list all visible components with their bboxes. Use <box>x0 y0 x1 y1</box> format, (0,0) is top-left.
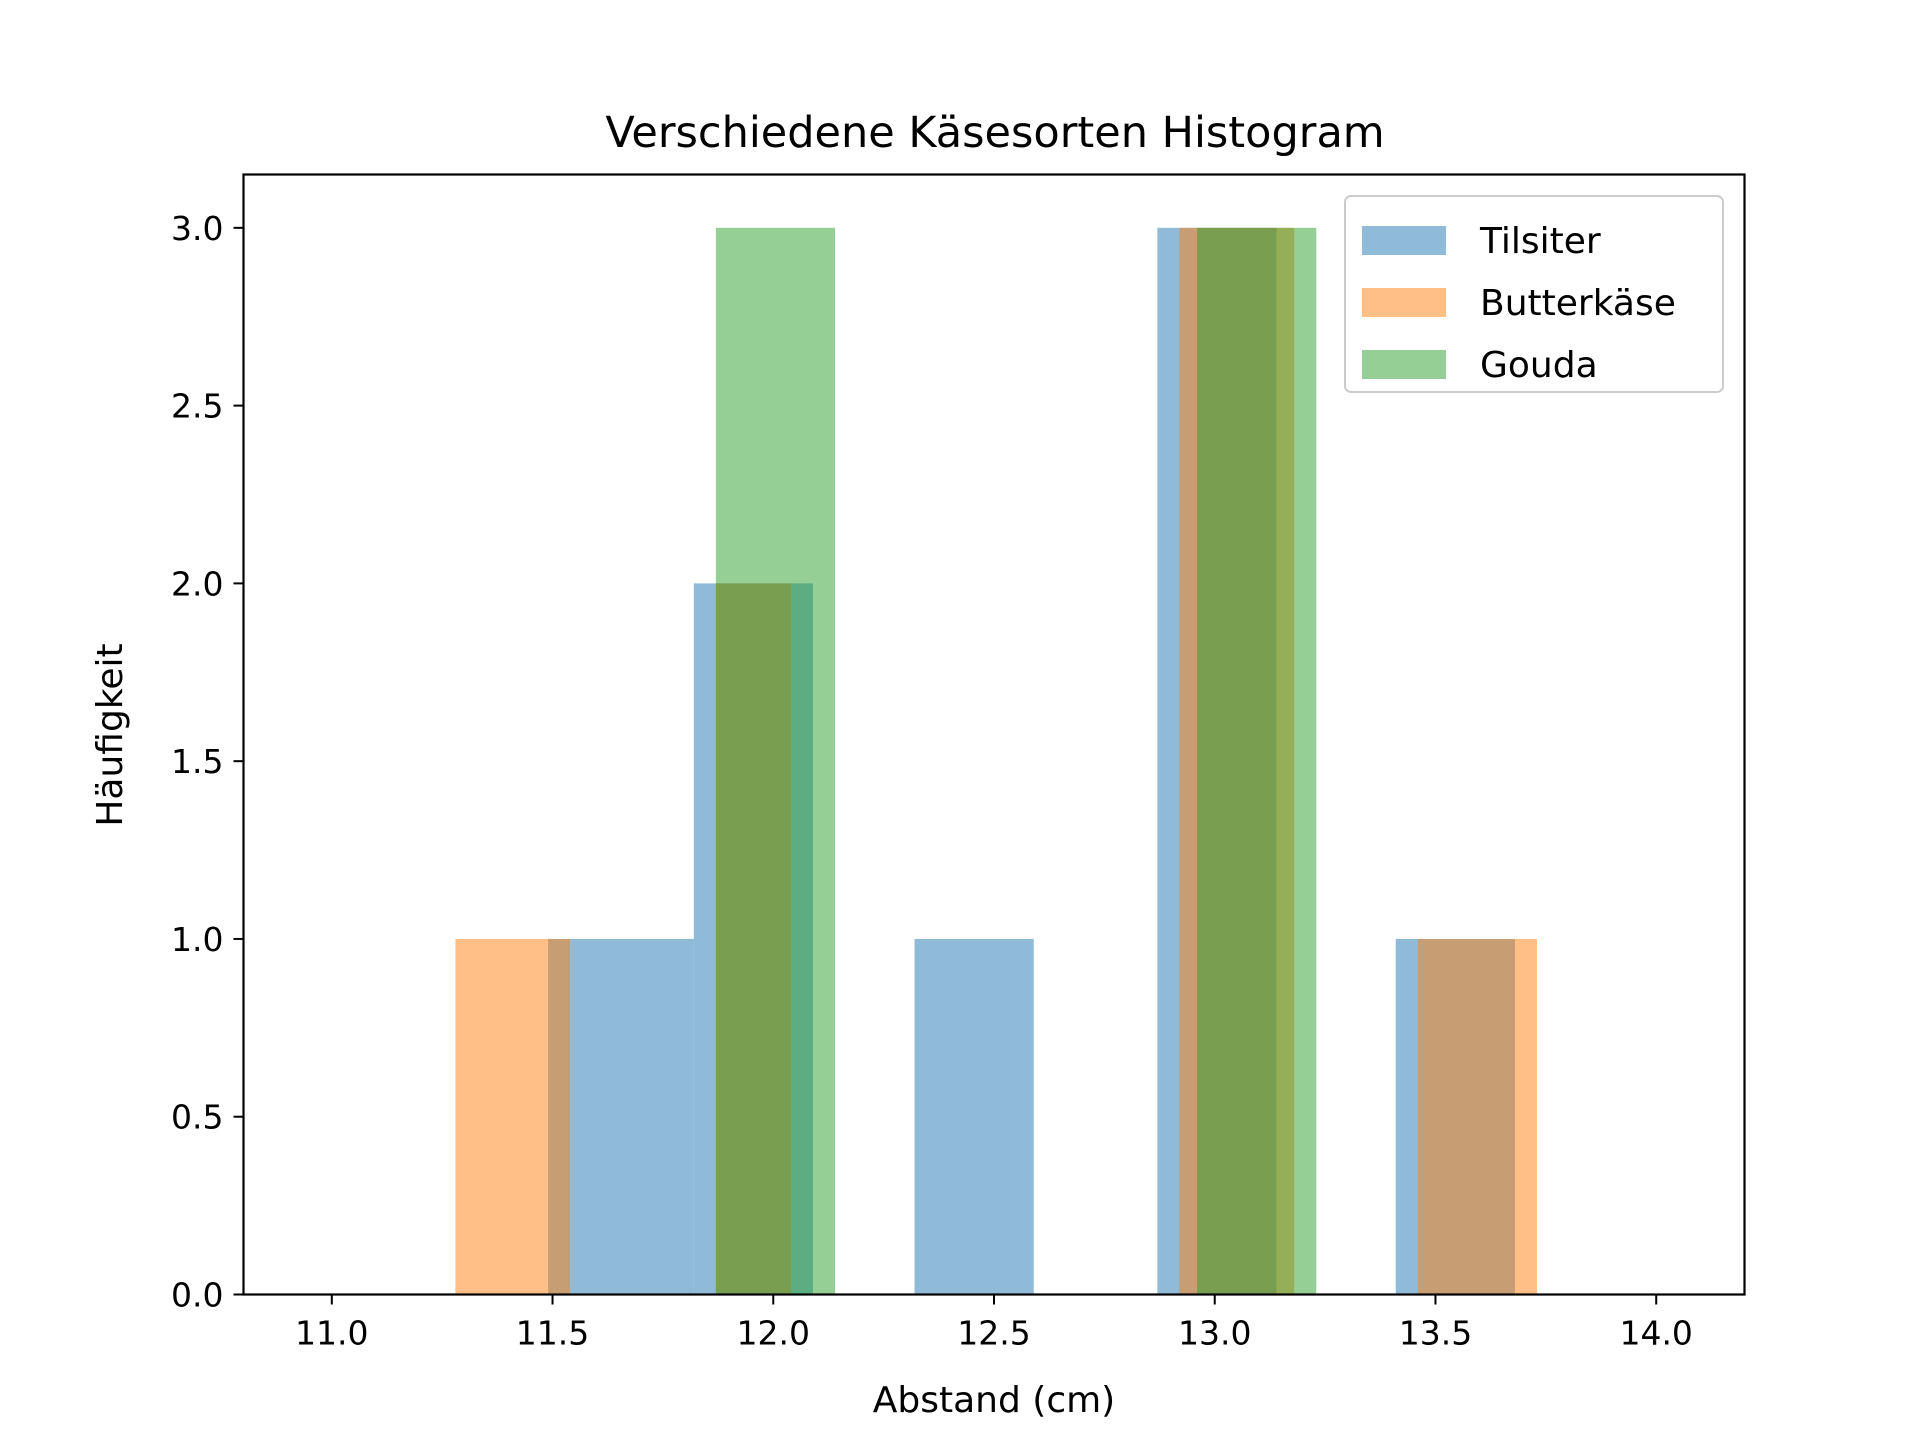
x-tick-label: 14.0 <box>1619 1314 1692 1353</box>
y-tick-label: 1.0 <box>171 920 223 959</box>
x-axis: 11.0 11.5 12.0 12.5 13.0 13.5 14.0 <box>295 1294 1693 1353</box>
legend-label-gouda: Gouda <box>1480 345 1598 386</box>
legend-label-butterk-se: Butterkäse <box>1480 283 1676 324</box>
chart-title: Verschiedene Käsesorten Histogram <box>605 108 1384 158</box>
y-tick-label: 2.5 <box>171 387 223 426</box>
x-tick-label: 12.5 <box>957 1314 1030 1353</box>
legend: Tilsiter Butterkäse Gouda <box>1344 195 1724 393</box>
y-axis: 0.0 0.5 1.0 1.5 2.0 2.5 3.0 <box>171 209 244 1315</box>
y-tick-label: 0.5 <box>171 1098 223 1137</box>
y-tick-label: 2.0 <box>171 564 223 603</box>
bar-tilsiter-2 <box>570 938 694 1295</box>
bar-butterk-se-1 <box>455 938 571 1295</box>
x-tick-label: 11.0 <box>295 1314 368 1353</box>
x-tick-label: 11.5 <box>516 1314 589 1353</box>
bars-layer <box>455 227 1538 1295</box>
y-axis-title: Häufigkeit <box>90 643 131 826</box>
bar-butterk-se-4 <box>1417 938 1538 1295</box>
bar-tilsiter-4 <box>914 938 1034 1295</box>
x-tick-label: 13.5 <box>1399 1314 1472 1353</box>
y-tick-label: 1.5 <box>171 742 223 781</box>
bar-gouda-1 <box>715 227 836 1295</box>
y-tick-label: 3.0 <box>171 209 223 248</box>
legend-label-tilsiter: Tilsiter <box>1479 221 1601 262</box>
bar-gouda-2 <box>1197 227 1317 1295</box>
legend-swatch-butterk-se <box>1362 288 1446 317</box>
legend-swatch-gouda <box>1362 350 1446 379</box>
x-tick-label: 13.0 <box>1178 1314 1251 1353</box>
legend-swatch-tilsiter <box>1362 226 1446 255</box>
x-tick-label: 12.0 <box>737 1314 810 1353</box>
y-tick-label: 0.0 <box>171 1276 223 1315</box>
x-axis-title: Abstand (cm) <box>873 1380 1115 1421</box>
